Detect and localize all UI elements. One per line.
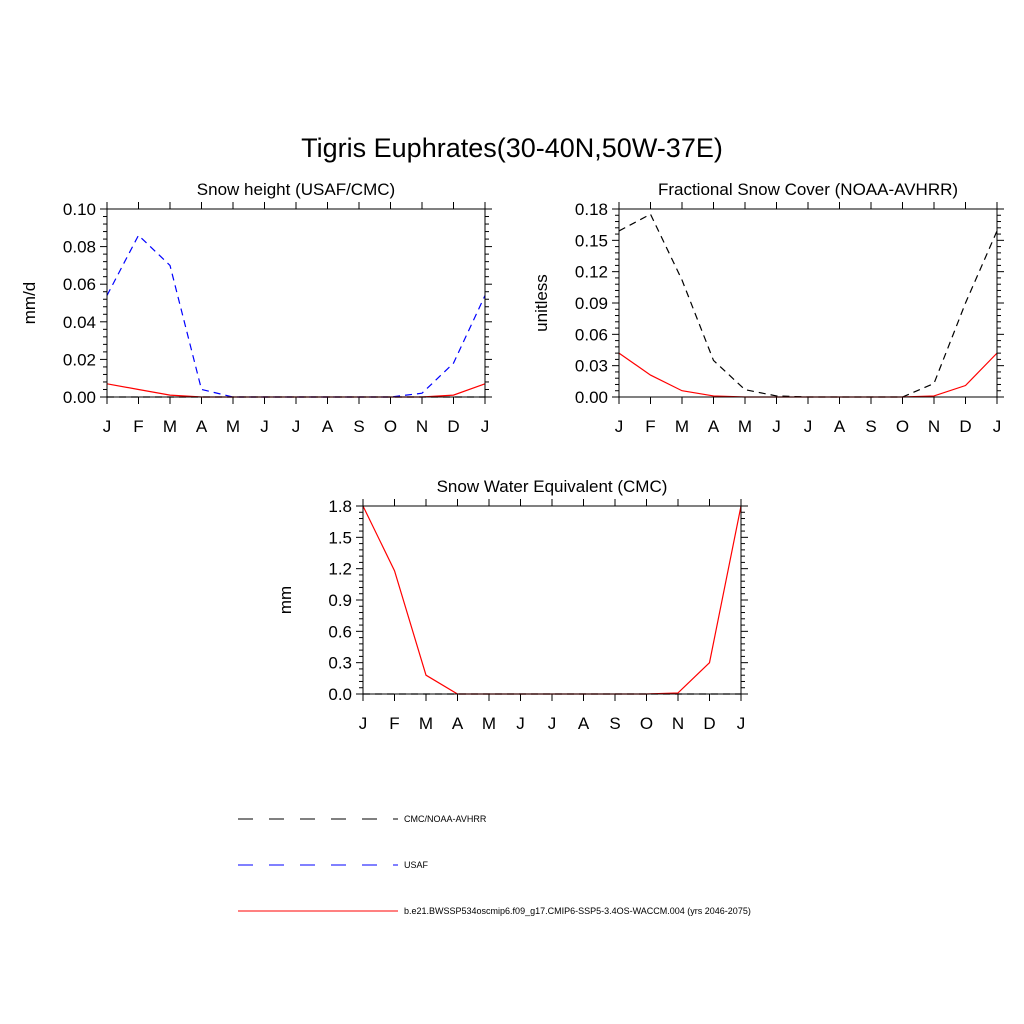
x-tick-label: O — [896, 417, 909, 436]
y-tick-label: 0.15 — [575, 231, 608, 250]
series-line — [106, 383, 486, 398]
x-tick-label: J — [804, 417, 813, 436]
y-axis-label: mm — [276, 586, 295, 614]
panel-3: Snow Water Equivalent (CMC) mm 0.0 0.3 0.6 0.… — [276, 477, 748, 733]
y-tick-label: 0.18 — [575, 200, 608, 219]
series-line — [106, 234, 486, 398]
x-tick-label: J — [260, 417, 269, 436]
x-tick-label: S — [865, 417, 876, 436]
y-tick-label: 0.3 — [328, 654, 352, 673]
y-axis-label: unitless — [532, 274, 551, 332]
panel-title: Snow Water Equivalent (CMC) — [437, 477, 668, 496]
y-tick-label: 0.00 — [575, 388, 608, 407]
plot-frame — [362, 505, 742, 695]
legend-label: CMC/NOAA-AVHRR — [404, 814, 487, 824]
x-tick-label: F — [645, 417, 655, 436]
y-tick-label: 0.02 — [63, 350, 96, 369]
panel-title: Snow height (USAF/CMC) — [197, 180, 395, 199]
x-tick-label: D — [703, 714, 715, 733]
x-tick-label: N — [416, 417, 428, 436]
panel-2: Fractional Snow Cover (NOAA-AVHRR) unitle… — [532, 180, 1004, 436]
x-tick-label: O — [384, 417, 397, 436]
y-tick-label: 0.06 — [63, 275, 96, 294]
y-tick-label: 1.5 — [328, 528, 352, 547]
panel-title: Fractional Snow Cover (NOAA-AVHRR) — [658, 180, 958, 199]
x-tick-label: J — [359, 714, 368, 733]
x-tick-label: J — [292, 417, 301, 436]
series-line — [618, 213, 998, 398]
plot-frame — [106, 208, 486, 398]
y-tick-label: 0.9 — [328, 591, 352, 610]
y-tick-label: 1.2 — [328, 560, 352, 579]
series-line — [362, 505, 742, 695]
x-tick-label: N — [928, 417, 940, 436]
x-tick-label: M — [482, 714, 496, 733]
x-tick-label: M — [419, 714, 433, 733]
x-tick-label: M — [163, 417, 177, 436]
x-tick-label: S — [609, 714, 620, 733]
legend: CMC/NOAA-AVHRR USAF b.e21.BWSSP534oscmip6.… — [238, 814, 751, 916]
x-tick-label: M — [226, 417, 240, 436]
y-tick-label: 0.03 — [575, 357, 608, 376]
x-tick-label: J — [772, 417, 781, 436]
y-tick-label: 0.10 — [63, 200, 96, 219]
x-tick-label: J — [516, 714, 525, 733]
series-line — [618, 352, 998, 398]
x-tick-label: D — [447, 417, 459, 436]
x-tick-label: F — [133, 417, 143, 436]
y-axis-label: mm/d — [20, 282, 39, 325]
legend-label: b.e21.BWSSP534oscmip6.f09_g17.CMIP6-SSP5… — [404, 906, 751, 916]
chart-panels: Snow height (USAF/CMC) mm/d 0.00 0.02 0.04 0.… — [20, 180, 1004, 733]
x-tick-label: A — [834, 417, 846, 436]
y-tick-label: 0.06 — [575, 325, 608, 344]
figure-title: Tigris Euphrates(30-40N,50W-37E) — [301, 133, 723, 163]
x-tick-label: J — [548, 714, 557, 733]
x-tick-label: A — [196, 417, 208, 436]
x-tick-label: A — [578, 714, 590, 733]
x-tick-label: J — [103, 417, 112, 436]
x-tick-label: A — [708, 417, 720, 436]
x-tick-label: M — [738, 417, 752, 436]
y-tick-label: 0.09 — [575, 294, 608, 313]
x-tick-label: A — [452, 714, 464, 733]
panel-1: Snow height (USAF/CMC) mm/d 0.00 0.02 0.04 0.… — [20, 180, 492, 436]
x-tick-label: J — [737, 714, 746, 733]
x-tick-label: S — [353, 417, 364, 436]
y-tick-label: 0.04 — [63, 313, 96, 332]
plot-frame — [618, 208, 998, 398]
y-tick-label: 0.12 — [575, 263, 608, 282]
y-tick-label: 0.6 — [328, 622, 352, 641]
x-tick-label: J — [615, 417, 624, 436]
y-tick-label: 0.08 — [63, 238, 96, 257]
y-tick-label: 0.00 — [63, 388, 96, 407]
y-tick-label: 0.0 — [328, 685, 352, 704]
x-tick-label: M — [675, 417, 689, 436]
x-tick-label: O — [640, 714, 653, 733]
x-tick-label: A — [322, 417, 334, 436]
x-tick-label: D — [959, 417, 971, 436]
x-tick-label: J — [481, 417, 490, 436]
legend-label: USAF — [404, 860, 429, 870]
x-tick-label: J — [993, 417, 1002, 436]
x-tick-label: N — [672, 714, 684, 733]
y-tick-label: 1.8 — [328, 497, 352, 516]
x-tick-label: F — [389, 714, 399, 733]
